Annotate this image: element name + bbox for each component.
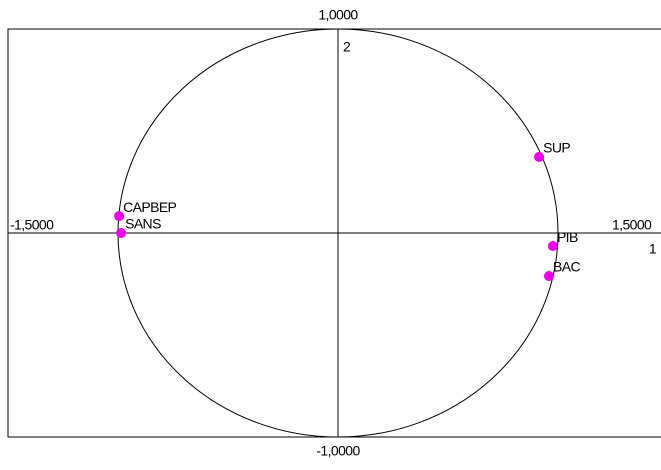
x-axis-label: 1 [649,241,657,257]
x-tick-label: -1,5000 [10,217,54,233]
y-tick-label: -1,0000 [316,443,360,459]
y-axis-label: 2 [343,39,351,55]
point-label: SUP [543,140,570,156]
point [534,151,545,162]
point [547,241,558,252]
point [114,211,125,222]
point [543,271,554,282]
point-label: BAC [553,259,580,275]
point-label: SANS [125,216,161,232]
y-tick-label: 1,0000 [318,7,358,23]
point-label: CAPBEP [123,199,176,215]
point-label: PIB [557,229,578,245]
x-tick-label: 1,5000 [612,217,652,233]
point [116,228,127,238]
